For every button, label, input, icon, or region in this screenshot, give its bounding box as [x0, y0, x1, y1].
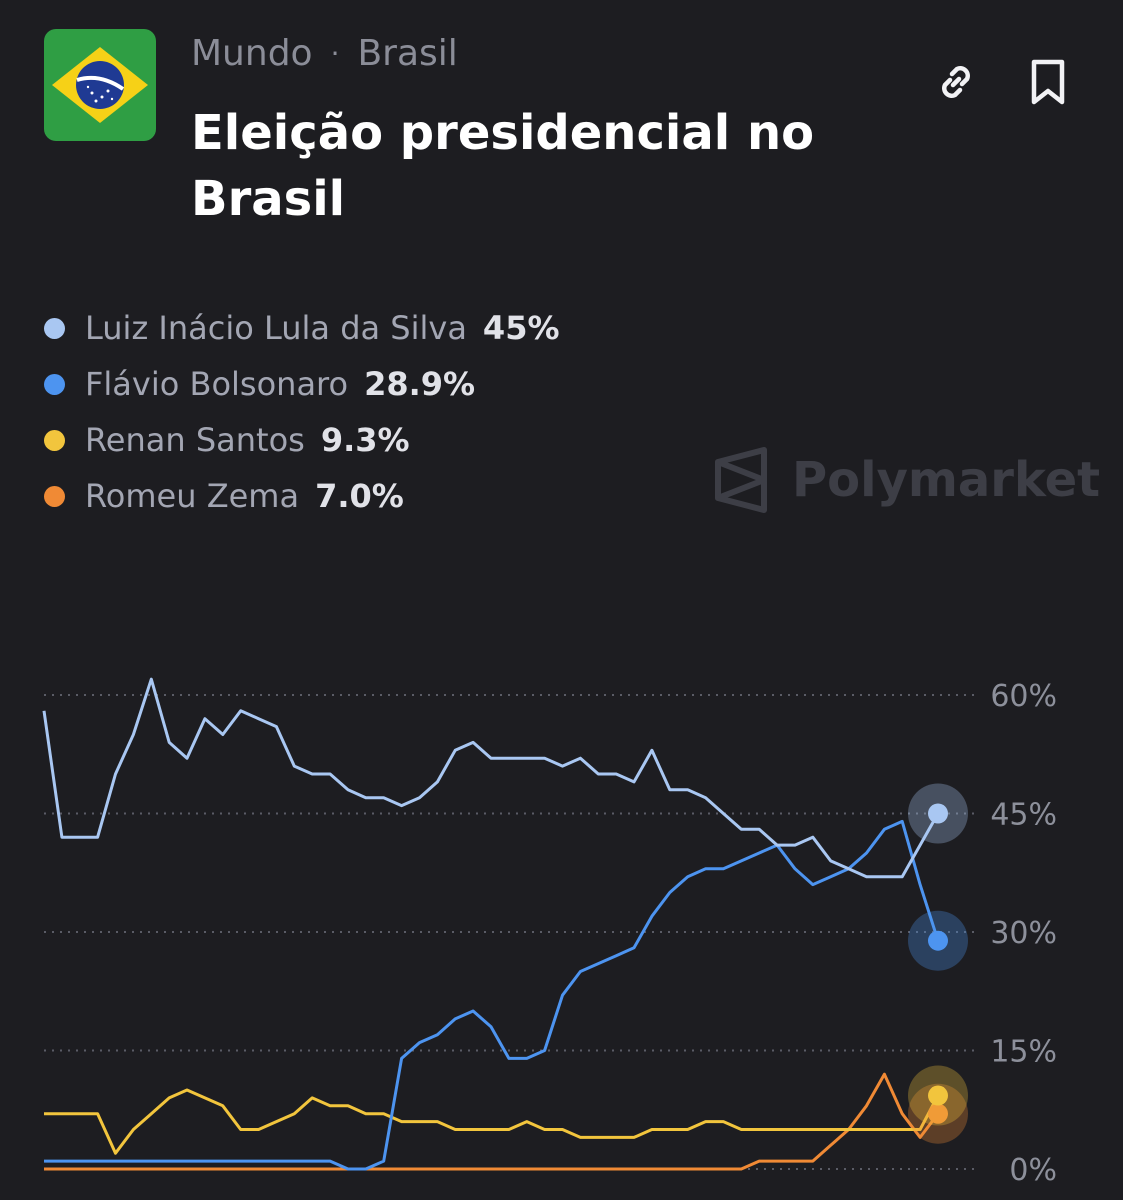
bookmark-button[interactable] [1022, 56, 1074, 108]
breadcrumb-item-mundo[interactable]: Mundo [191, 32, 313, 74]
end-marker-dot [928, 803, 948, 824]
copy-link-button[interactable] [930, 56, 982, 108]
legend-dot-renan [44, 429, 65, 451]
y-tick-label: 15% [990, 1035, 1057, 1070]
polymarket-logo-icon [715, 447, 767, 513]
brazil-flag-icon [44, 29, 156, 141]
legend-name: Renan Santos [85, 421, 305, 459]
y-tick-label: 30% [990, 916, 1057, 951]
watermark-text: Polymarket [792, 452, 1101, 508]
end-marker-dot [928, 930, 948, 951]
price-history-chart[interactable]: 0% 15% 30% 45% 60% [0, 650, 1123, 1200]
series-line [44, 1072, 940, 1171]
end-marker-dot [928, 1085, 948, 1106]
breadcrumb: Mundo · Brasil [191, 30, 458, 76]
breadcrumb-item-brasil[interactable]: Brasil [357, 32, 458, 74]
chart-series [42, 677, 940, 1171]
legend-name: Romeu Zema [85, 477, 300, 515]
y-tick-label: 0% [1009, 1153, 1057, 1188]
chart-end-markers [908, 783, 968, 1144]
breadcrumb-separator: · [330, 36, 340, 70]
bookmark-icon [1031, 59, 1065, 105]
y-tick-label: 45% [990, 798, 1057, 833]
legend-value: 45% [482, 309, 560, 347]
polymarket-watermark: Polymarket [712, 446, 1100, 514]
legend-value: 7.0% [315, 477, 404, 515]
end-marker-dot [928, 1103, 948, 1124]
legend-name: Luiz Inácio Lula da Silva [85, 309, 467, 347]
series-line [44, 1088, 940, 1155]
legend-value: 9.3% [320, 421, 410, 459]
legend-value: 28.9% [364, 365, 476, 403]
chart-y-axis: 0% 15% 30% 45% 60% [990, 679, 1057, 1188]
legend-item-romeu: Romeu Zema 7.0% [44, 468, 560, 524]
page-title: Eleição presidencial no Brasil [191, 105, 815, 227]
series-line [42, 677, 940, 879]
chart-grid [44, 694, 975, 1170]
series-line [44, 819, 940, 1171]
legend-item-flavio: Flávio Bolsonaro 28.9% [44, 356, 560, 412]
link-icon [942, 66, 970, 98]
y-tick-label: 60% [990, 679, 1057, 714]
legend-item-lula: Luiz Inácio Lula da Silva 45% [44, 300, 560, 356]
chart-legend: Luiz Inácio Lula da Silva 45% Flávio Bol… [44, 300, 560, 524]
legend-item-renan: Renan Santos 9.3% [44, 412, 560, 468]
legend-dot-romeu [44, 485, 65, 507]
legend-dot-lula [44, 317, 65, 339]
legend-name: Flávio Bolsonaro [85, 365, 349, 403]
legend-dot-flavio [44, 373, 65, 395]
